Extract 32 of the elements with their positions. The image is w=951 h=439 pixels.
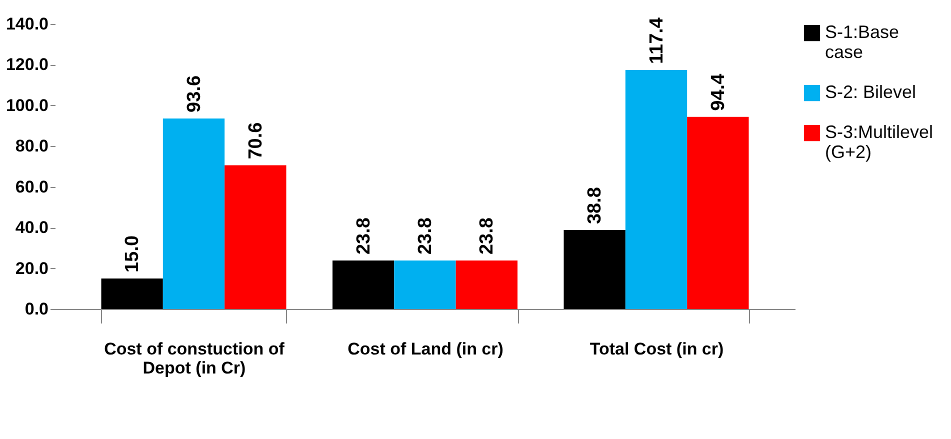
x-tick-label: Cost of Land (in cr)	[348, 340, 504, 358]
legend-label: S-1:Base case	[825, 22, 900, 62]
y-tick-label: 0.0	[24, 300, 48, 318]
x-tick-label: Total Cost (in cr)	[590, 340, 724, 358]
legend-label: S-2: Bilevel	[825, 82, 916, 102]
data-label: 15.0	[122, 235, 144, 272]
bar	[394, 260, 456, 309]
bar	[101, 278, 163, 309]
data-label: 38.8	[584, 187, 606, 224]
bar	[332, 260, 394, 309]
data-label: 94.4	[708, 73, 729, 111]
legend-label: S-3:Multilevel (G+2)	[825, 122, 934, 162]
data-label: 93.6	[184, 75, 205, 112]
y-tick-label: 60.0	[15, 177, 48, 196]
data-label: 23.8	[353, 218, 374, 255]
bar	[625, 70, 688, 309]
y-tick-label: 20.0	[15, 258, 48, 278]
y-tick-label: 140.0	[6, 14, 48, 34]
y-tick-label: 80.0	[15, 136, 48, 156]
y-tick-label: 100.0	[6, 96, 48, 115]
data-label: 23.8	[476, 218, 498, 255]
bar	[162, 118, 225, 309]
data-label: 117.4	[646, 17, 668, 64]
data-label: 70.6	[245, 122, 266, 160]
y-tick-label: 40.0	[15, 218, 48, 238]
x-tick-label: Cost of constuction of Depot (in Cr)	[104, 340, 285, 378]
bar	[456, 260, 518, 309]
bar	[687, 116, 749, 309]
bar	[564, 230, 626, 309]
y-tick-label: 120.0	[6, 55, 48, 74]
bar	[224, 165, 286, 309]
data-label: 23.8	[415, 218, 436, 255]
